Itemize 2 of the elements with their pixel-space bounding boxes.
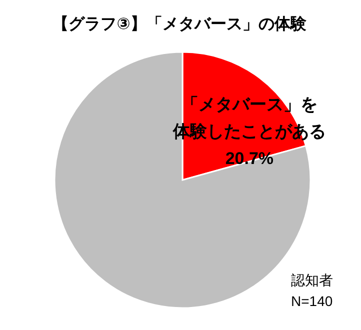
chart-title: 【グラフ③】「メタバース」の体験 <box>52 15 308 33</box>
text: 認知者 N=140 <box>291 272 333 309</box>
